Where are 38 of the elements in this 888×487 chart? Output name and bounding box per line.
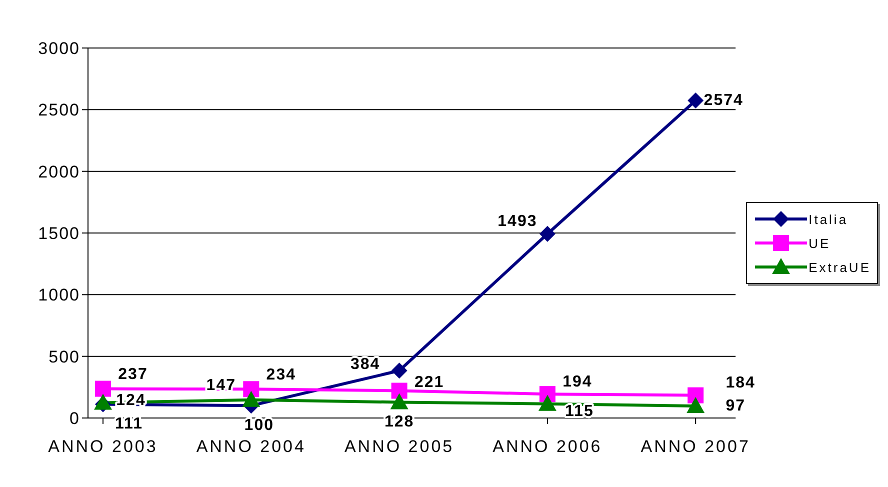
- y-tick-label: 1000: [38, 286, 80, 305]
- data-label: 100: [244, 416, 274, 434]
- point: [538, 394, 556, 411]
- x-tick-label: ANNO 2004: [196, 437, 306, 456]
- point: [243, 381, 260, 398]
- legend-label: Italia: [808, 212, 848, 226]
- data-label: 124: [116, 392, 146, 409]
- y-tick-label: 3000: [38, 39, 80, 58]
- y-tick-label: 1500: [38, 224, 80, 244]
- data-label: 234: [266, 366, 296, 384]
- data-label: 184: [726, 374, 756, 392]
- point: [391, 362, 408, 379]
- point: [688, 387, 704, 404]
- data-label: 221: [414, 374, 444, 391]
- data-label: 2574: [704, 92, 744, 109]
- y-tick-label: 0: [70, 409, 80, 428]
- point: [688, 92, 704, 109]
- x-tick-label: ANNO 2005: [344, 437, 454, 456]
- point: [539, 226, 556, 242]
- point: [95, 380, 111, 397]
- legend-label: UE: [808, 236, 831, 250]
- point: [242, 390, 260, 407]
- point: [686, 397, 705, 414]
- data-label: 115: [565, 403, 594, 420]
- data-label: 97: [726, 397, 746, 414]
- data-label: 1493: [498, 213, 538, 230]
- x-tick-label: ANNO 2003: [48, 437, 158, 456]
- y-tick-label: 2000: [38, 162, 80, 182]
- point: [391, 382, 408, 399]
- data-label: 384: [350, 356, 380, 373]
- x-tick-label: ANNO 2007: [640, 437, 750, 456]
- y-tick-label: 2500: [38, 100, 80, 120]
- data-label: 237: [118, 366, 148, 384]
- x-tick-label: ANNO 2006: [492, 437, 602, 456]
- y-tick-label: 500: [48, 347, 80, 366]
- point: [390, 393, 408, 410]
- legend-label: ExtraUE: [808, 260, 871, 274]
- data-label: 194: [562, 373, 592, 390]
